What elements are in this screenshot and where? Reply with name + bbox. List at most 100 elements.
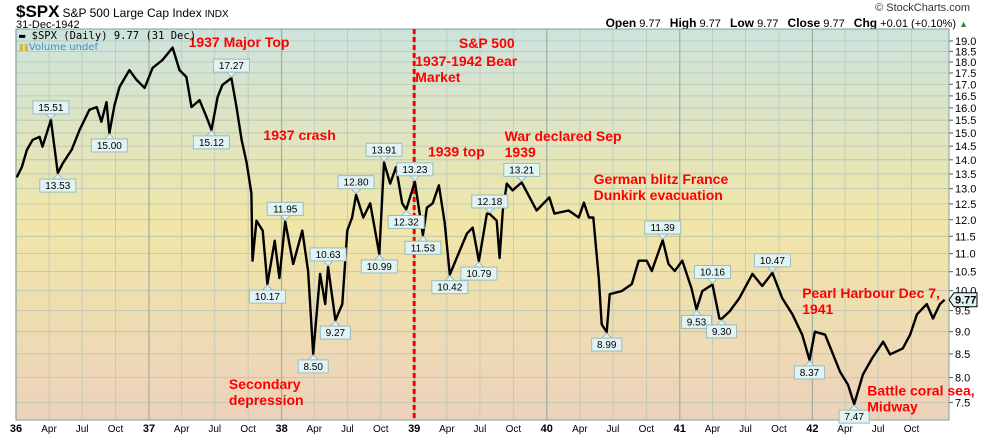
chg-value: +0.01 (+0.10%) bbox=[880, 18, 957, 30]
x-tick-label: Jul bbox=[208, 424, 221, 435]
annotation-line: Midway bbox=[867, 398, 918, 414]
open-label: Open bbox=[605, 16, 637, 30]
annotation-line: 1937 Major Top bbox=[189, 34, 290, 50]
callout-value: 9.53 bbox=[687, 317, 707, 328]
x-tick-label: 42 bbox=[806, 423, 818, 435]
y-tick-label: 18.5 bbox=[955, 46, 976, 58]
event-annotation: 1937-1942 Bear Market bbox=[415, 53, 518, 85]
callout-label: 11.39 bbox=[644, 220, 682, 240]
callout-value: 7.47 bbox=[844, 412, 864, 423]
x-tick-label: Oct bbox=[771, 424, 787, 435]
x-tick-label: 37 bbox=[143, 423, 155, 435]
callout-box bbox=[431, 280, 469, 295]
annotation-line: S&P 500 bbox=[459, 35, 515, 51]
callout-value: 9.30 bbox=[712, 327, 732, 338]
callout-label: 10.16 bbox=[693, 265, 731, 285]
chart-header: $SPX S&P 500 Large Cap Index INDX bbox=[16, 2, 229, 22]
callout-value: 10.47 bbox=[760, 256, 785, 267]
callout-value: 10.17 bbox=[255, 292, 280, 303]
callout-box bbox=[404, 240, 442, 255]
y-tick-label: 15.5 bbox=[955, 115, 976, 127]
event-annotation: War declared Sep 1939 bbox=[505, 128, 622, 160]
x-tick-label: Apr bbox=[174, 424, 190, 435]
callout-box bbox=[644, 220, 682, 235]
close-value: 9.77 bbox=[823, 18, 845, 30]
callout-label: 8.50 bbox=[297, 354, 329, 374]
callout-box bbox=[32, 100, 70, 115]
x-tick-label: Apr bbox=[705, 424, 721, 435]
plot-background bbox=[16, 29, 949, 420]
event-annotation: 1937 crash bbox=[263, 127, 335, 143]
callout-value: 10.63 bbox=[316, 250, 341, 261]
series-legend-label: $SPX (Daily) 9.77 (31 Dec) bbox=[31, 30, 197, 42]
callout-box bbox=[753, 253, 791, 268]
callout-label: 10.17 bbox=[248, 284, 286, 304]
callout-box bbox=[365, 142, 403, 157]
series-line-icon: ▬ bbox=[19, 30, 26, 42]
last-value-box bbox=[948, 292, 978, 308]
callout-label: 15.51 bbox=[32, 100, 70, 120]
callout-value: 15.12 bbox=[199, 138, 224, 149]
volume-bars-icon: ▮▮ bbox=[19, 43, 29, 53]
callout-label: 12.80 bbox=[337, 175, 375, 195]
callout-value: 13.21 bbox=[509, 165, 534, 176]
callout-label: 17.27 bbox=[212, 58, 250, 78]
callout-label: 12.18 bbox=[471, 194, 509, 214]
callout-box bbox=[337, 175, 375, 190]
callout-value: 10.16 bbox=[700, 268, 725, 279]
callout-value: 15.51 bbox=[38, 103, 63, 114]
close-label: Close bbox=[787, 16, 821, 30]
x-tick-label: Oct bbox=[373, 424, 389, 435]
callout-value: 9.27 bbox=[326, 328, 346, 339]
annotation-line: War declared Sep bbox=[505, 128, 622, 144]
x-tick-label: Jul bbox=[872, 424, 885, 435]
callout-box bbox=[360, 259, 398, 274]
annotation-line: 1937 crash bbox=[263, 127, 335, 143]
callout-value: 12.18 bbox=[477, 197, 502, 208]
annotation-line: Dunkirk evacuation bbox=[594, 187, 723, 203]
annotation-line: 1941 bbox=[802, 301, 833, 317]
x-tick-label: Apr bbox=[41, 424, 57, 435]
x-tick-label: Oct bbox=[506, 424, 522, 435]
callout-value: 11.95 bbox=[273, 204, 298, 215]
event-annotation: 1937 Major Top bbox=[189, 34, 290, 50]
callout-box bbox=[297, 359, 329, 374]
callout-label: 7.47 bbox=[838, 404, 870, 424]
x-tick-label: Jul bbox=[739, 424, 752, 435]
y-tick-label: 12.0 bbox=[955, 215, 976, 227]
ticker-symbol: $SPX bbox=[16, 2, 60, 21]
event-annotation: German blitz France Dunkirk evacuation bbox=[594, 171, 729, 203]
event-annotation: Battle coral sea, Midway bbox=[867, 382, 974, 414]
callout-value: 13.53 bbox=[45, 181, 70, 192]
callout-label: 10.79 bbox=[460, 261, 498, 281]
callout-label: 9.27 bbox=[319, 320, 351, 340]
y-tick-label: 17.5 bbox=[955, 68, 976, 80]
callout-label: 10.47 bbox=[753, 253, 791, 273]
y-tick-label: 12.5 bbox=[955, 199, 976, 211]
callout-label: 10.63 bbox=[309, 247, 347, 267]
x-tick-label: 38 bbox=[275, 423, 287, 435]
callout-box bbox=[319, 325, 351, 340]
annotation-line: Battle coral sea, bbox=[867, 382, 974, 398]
callout-value: 13.23 bbox=[402, 165, 427, 176]
x-tick-label: Jul bbox=[76, 424, 89, 435]
x-tick-label: Oct bbox=[639, 424, 655, 435]
copyright: © StockCharts.com bbox=[875, 2, 970, 14]
plot-frame bbox=[15, 28, 950, 421]
last-value-text: 9.77 bbox=[955, 295, 976, 307]
x-tick-label: Jul bbox=[607, 424, 620, 435]
event-annotation: Pearl Harbour Dec 7, 1941 bbox=[802, 285, 940, 317]
callout-label: 13.53 bbox=[39, 173, 77, 193]
event-annotation: Secondary depression bbox=[229, 376, 304, 408]
callout-box bbox=[460, 266, 498, 281]
y-tick-label: 9.0 bbox=[955, 327, 970, 339]
y-tick-label: 18.0 bbox=[955, 57, 976, 69]
callout-label: 9.53 bbox=[680, 309, 712, 329]
callout-label: 13.91 bbox=[365, 142, 403, 163]
annotation-line: Pearl Harbour Dec 7, bbox=[802, 285, 940, 301]
callout-value: 11.53 bbox=[411, 243, 436, 254]
low-value: 9.77 bbox=[757, 18, 779, 30]
callout-box bbox=[793, 365, 825, 380]
annotation-line: 1939 top bbox=[428, 144, 485, 160]
chg-label: Chg bbox=[853, 16, 878, 30]
